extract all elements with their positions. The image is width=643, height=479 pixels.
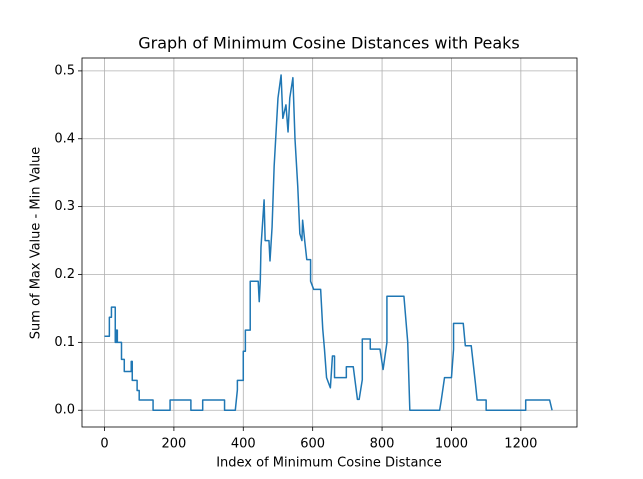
y-tick-label: 0.2 [54,267,75,282]
x-tick-label: 800 [370,437,395,452]
x-tick-label: 1000 [435,437,468,452]
x-tick-label: 1200 [504,437,537,452]
chart-title: Graph of Minimum Cosine Distances with P… [138,34,519,53]
y-tick-label: 0.1 [54,335,75,350]
data-line [104,74,553,411]
y-tick-label: 0.4 [54,131,75,146]
x-tick-label: 200 [161,437,186,452]
y-tick-label: 0.3 [54,199,75,214]
y-tick-label: 0.0 [54,403,75,418]
x-axis-label: Index of Minimum Cosine Distance [216,456,442,471]
x-tick-label: 600 [300,437,325,452]
plot-frame [81,57,578,428]
y-tick-label: 0.5 [54,63,75,78]
x-tick-label: 0 [100,437,108,452]
x-tick-label: 400 [231,437,256,452]
y-axis-label: Sum of Max Value - Min Value [29,147,44,340]
